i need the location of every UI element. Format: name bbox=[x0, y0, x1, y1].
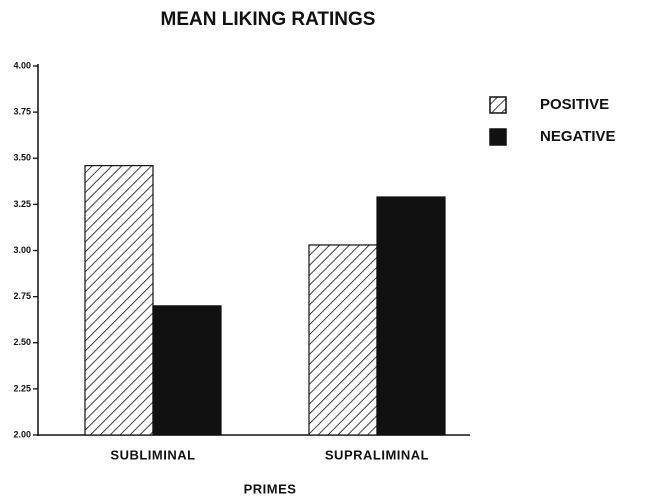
bar bbox=[84, 165, 154, 436]
chart-title: MEAN LIKING RATINGS bbox=[161, 9, 376, 30]
legend-swatch bbox=[489, 128, 507, 146]
y-tick-label: 3.00 bbox=[13, 245, 31, 255]
x-tick-label: SUPRALIMINAL bbox=[325, 447, 429, 462]
y-tick-label: 2.50 bbox=[13, 337, 31, 347]
y-tick-label: 3.50 bbox=[13, 153, 31, 163]
y-tick-label: 2.75 bbox=[13, 291, 31, 301]
y-tick-label: 2.25 bbox=[13, 383, 31, 393]
legend-swatch bbox=[489, 96, 507, 114]
x-tick-label: SUBLIMINAL bbox=[110, 447, 195, 462]
y-tick-label: 3.75 bbox=[13, 107, 31, 117]
bar bbox=[376, 196, 446, 436]
bar bbox=[152, 305, 222, 436]
y-tick-label: 3.25 bbox=[13, 199, 31, 209]
legend-label: POSITIVE bbox=[540, 96, 609, 113]
bar bbox=[308, 244, 378, 436]
legend-label: NEGATIVE bbox=[540, 128, 616, 145]
x-axis-label: PRIMES bbox=[244, 481, 297, 496]
y-tick-label: 4.00 bbox=[13, 60, 31, 70]
y-tick-label: 2.00 bbox=[13, 429, 31, 439]
